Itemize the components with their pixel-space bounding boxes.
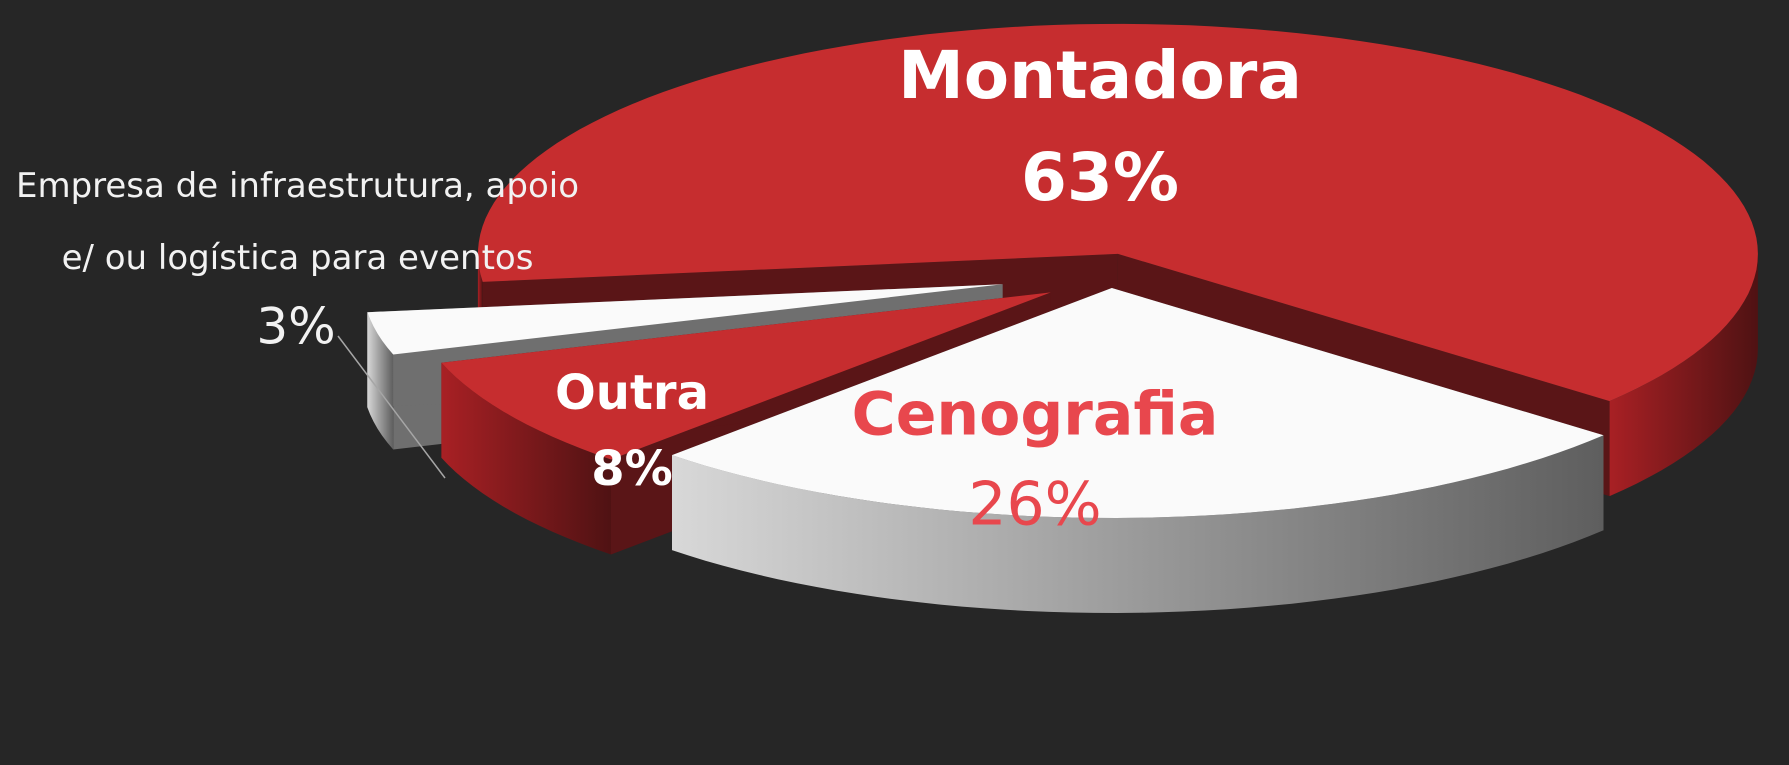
slice-side bbox=[672, 435, 1604, 613]
slice-side bbox=[367, 312, 394, 450]
slice-side bbox=[1609, 253, 1758, 497]
slice-side bbox=[441, 362, 611, 555]
slice-value-label: 26% bbox=[968, 470, 1101, 540]
slice-label: Outra bbox=[555, 365, 709, 421]
leader-line bbox=[337, 335, 446, 479]
slice-label: Cenografia bbox=[852, 380, 1219, 450]
slice bbox=[367, 284, 1003, 355]
slice-value-label: 8% bbox=[591, 441, 673, 497]
slice bbox=[441, 292, 1051, 460]
slice bbox=[478, 23, 1758, 402]
slice-value-label: 3% bbox=[256, 298, 335, 356]
slice bbox=[672, 288, 1604, 613]
slice-label: Montadora bbox=[898, 37, 1302, 114]
slice bbox=[672, 288, 1604, 518]
slice-value-label: 63% bbox=[1021, 139, 1179, 216]
slice-label: Empresa de infraestrutura, apoio e/ ou l… bbox=[15, 166, 580, 278]
